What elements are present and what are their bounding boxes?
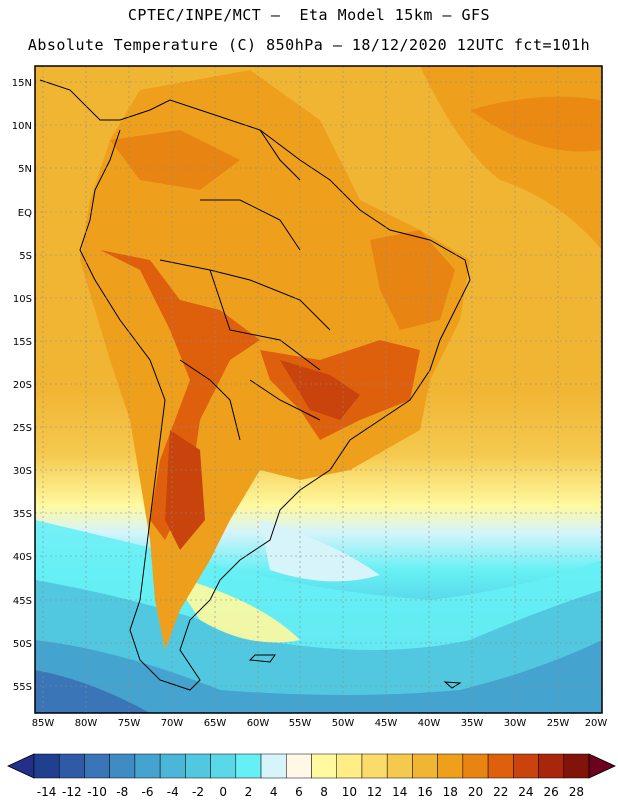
field-pale-band: [260, 520, 380, 582]
colorbar-box: [286, 753, 312, 779]
colorbar-label: 0: [219, 785, 227, 799]
field-coldest-corner: [35, 670, 150, 713]
field-warm-patch: [470, 96, 602, 152]
colorbar-box: [538, 753, 565, 779]
map-frame: [34, 65, 603, 714]
map-title-line1: CPTEC/INPE/MCT – Eta Model 15km – GFS: [127, 6, 491, 24]
colorbar-box: [210, 753, 237, 779]
lon-label: 65W: [204, 718, 227, 729]
colorbar-label: 28: [569, 785, 584, 799]
lat-label: 30S: [13, 466, 32, 477]
colorbar-label: -14: [37, 785, 57, 799]
colorbar-left-cap: [7, 753, 35, 779]
colorbar-box: [134, 753, 161, 779]
field-hot-north: [110, 130, 240, 190]
colorbar-box: [513, 753, 539, 779]
colorbar-box: [84, 753, 110, 779]
lon-label: 40W: [418, 718, 441, 729]
colorbar-box: [487, 753, 514, 779]
colorbar-box: [361, 753, 388, 779]
lat-label: 50S: [13, 639, 32, 650]
lon-label: 25W: [547, 718, 570, 729]
colorbar-box: [159, 753, 186, 779]
colorbar-box: [58, 753, 85, 779]
colorbar-label: 24: [518, 785, 533, 799]
lon-label: 35W: [461, 718, 484, 729]
colorbar-box: [185, 753, 211, 779]
lon-label: 50W: [332, 718, 355, 729]
lat-label: 20S: [13, 380, 32, 391]
lat-label: 45S: [13, 596, 32, 607]
colorbar-label: -6: [142, 785, 154, 799]
lon-label: 85W: [32, 718, 55, 729]
field-hot-argentina: [165, 430, 205, 550]
lat-label: 25S: [13, 423, 32, 434]
colorbar-box: [235, 753, 262, 779]
lon-label: 30W: [504, 718, 527, 729]
field-layer: [35, 66, 602, 713]
colorbar-box: [311, 753, 337, 779]
colorbar-label: -2: [192, 785, 204, 799]
lat-label: EQ: [18, 208, 32, 219]
lon-label: 70W: [161, 718, 184, 729]
colorbar-right-cap: [588, 753, 616, 779]
country-borders: [159, 129, 331, 441]
lat-label: 35S: [13, 509, 32, 520]
colorbar-label: 10: [342, 785, 357, 799]
colorbar-label: 16: [417, 785, 432, 799]
colorbar-label: 26: [544, 785, 559, 799]
colorbar-label: -8: [116, 785, 128, 799]
colorbar-labels: -14 -12 -10 -8 -6 -4 -2 0 2 4 6 8 10 12 14 16 18 20 22 24 26…: [37, 785, 584, 799]
colorbar-label: 2: [245, 785, 253, 799]
longitude-labels: 85W 80W 75W 70W 65W 60W 55W 50W 45W 40W …: [32, 718, 608, 729]
lat-label: 15N: [12, 78, 32, 89]
colorbar-box: [33, 753, 60, 779]
colorbar-label: -12: [62, 785, 82, 799]
colorbar-label: 4: [270, 785, 278, 799]
colorbar-label: 22: [493, 785, 508, 799]
south-america-coast: [39, 79, 471, 691]
field-hottest-core: [280, 360, 360, 420]
lat-label: 40S: [13, 552, 32, 563]
lon-label: 20W: [585, 718, 608, 729]
coastlines: [39, 79, 471, 691]
colorbar-box: [260, 753, 287, 779]
falkland-islands: [248, 654, 276, 663]
colorbar-label: 20: [468, 785, 483, 799]
colorbar-box: [462, 753, 489, 779]
lon-label: 55W: [289, 718, 312, 729]
south-georgia: [443, 681, 462, 689]
field-hot-andes: [100, 250, 260, 540]
colorbar-box: [336, 753, 363, 779]
colorbar-label: 12: [367, 785, 382, 799]
colorbar-label: 14: [392, 785, 407, 799]
colorbar-label: -4: [167, 785, 179, 799]
lat-label: 15S: [13, 337, 32, 348]
lat-label: 55S: [13, 682, 32, 693]
colorbar: -14 -12 -10 -8 -6 -4 -2 0 2 4 6 8 10 12 14 16 18 20 22 24 26…: [7, 753, 616, 799]
colorbar-box: [412, 753, 438, 779]
lat-label: 5N: [18, 164, 32, 175]
field-yellow-patch: [170, 575, 300, 643]
latitude-labels: 15N 10N 5N EQ 5S 10S 15S 20S 25S 30S 35S…: [12, 78, 32, 693]
field-coldest-band: [35, 640, 602, 713]
colorbar-box: [386, 753, 413, 779]
colorbar-box: [563, 753, 590, 779]
map-title-line2: Absolute Temperature (C) 850hPa – 18/12/…: [27, 36, 591, 54]
colorbar-label: 8: [320, 785, 328, 799]
colorbar-boxes: [33, 753, 590, 779]
lon-label: 75W: [118, 718, 141, 729]
lat-label: 5S: [19, 251, 32, 262]
colorbar-label: -10: [87, 785, 107, 799]
lat-label: 10S: [13, 294, 32, 305]
lon-label: 45W: [375, 718, 398, 729]
lat-label: 10N: [12, 121, 32, 132]
lon-label: 60W: [247, 718, 270, 729]
lon-label: 80W: [75, 718, 98, 729]
colorbar-label: 6: [295, 785, 303, 799]
colorbar-box: [437, 753, 464, 779]
colorbar-label: 18: [443, 785, 458, 799]
colorbar-box: [109, 753, 136, 779]
